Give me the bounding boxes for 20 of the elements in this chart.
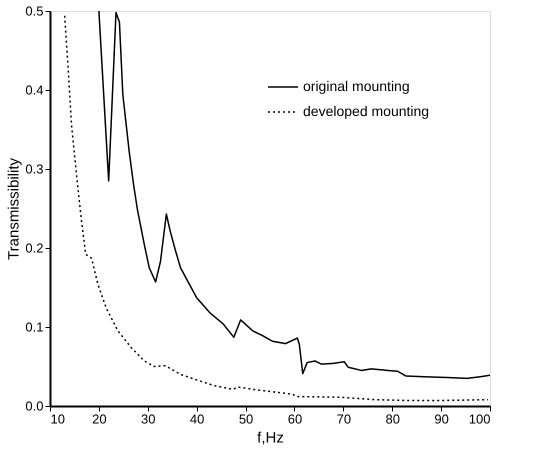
- x-tick-label: 50: [238, 412, 254, 426]
- x-tick-label: 60: [288, 412, 302, 426]
- x-tick-label: 30: [141, 412, 156, 426]
- y-tick-label: 0.1: [25, 320, 44, 334]
- x-axis-title: f,Hz: [257, 430, 284, 446]
- y-tick-label: 0.3: [25, 162, 44, 176]
- y-tick-label: 0.2: [25, 240, 44, 256]
- x-tick-label: 70: [336, 412, 352, 426]
- y-tick-label: 0.0: [25, 398, 44, 414]
- x-tick-label: 10: [50, 412, 65, 426]
- x-tick-label: 100: [468, 412, 490, 426]
- x-tick-label: 90: [434, 412, 449, 426]
- y-tick-label: 0.4: [25, 82, 44, 98]
- legend-label: developed mounting: [303, 103, 430, 119]
- y-tick-label: 0.5: [25, 4, 44, 18]
- x-tick-label: 40: [190, 412, 204, 426]
- legend-label: original mounting: [303, 78, 410, 94]
- x-tick-label: 20: [92, 412, 107, 426]
- x-tick-label: 80: [385, 412, 400, 426]
- y-axis-title: Transmissibility: [5, 158, 22, 260]
